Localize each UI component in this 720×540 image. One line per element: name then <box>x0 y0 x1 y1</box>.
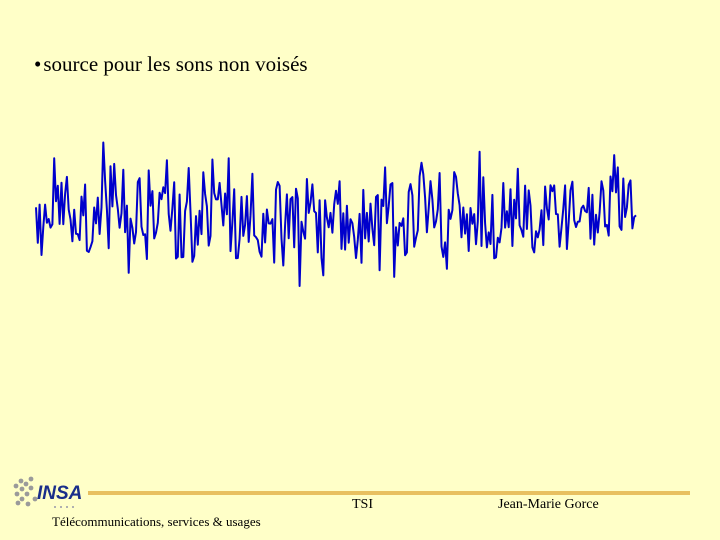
footer-author: Jean-Marie Gorce <box>498 497 599 512</box>
bullet-text: source pour les sons non voisés <box>43 52 308 76</box>
waveform-trace <box>35 141 637 287</box>
bullet-symbol: • <box>34 52 42 76</box>
footer-divider <box>88 491 690 495</box>
logo-text: INSA <box>37 483 82 504</box>
slide-bullet: •source pour les sons non voisés <box>34 52 308 77</box>
insa-logo-icon: INSA <box>13 476 82 508</box>
footer-section-label: TSI <box>352 497 373 512</box>
footer-course-title: Télécommunications, services & usages <box>52 514 261 529</box>
